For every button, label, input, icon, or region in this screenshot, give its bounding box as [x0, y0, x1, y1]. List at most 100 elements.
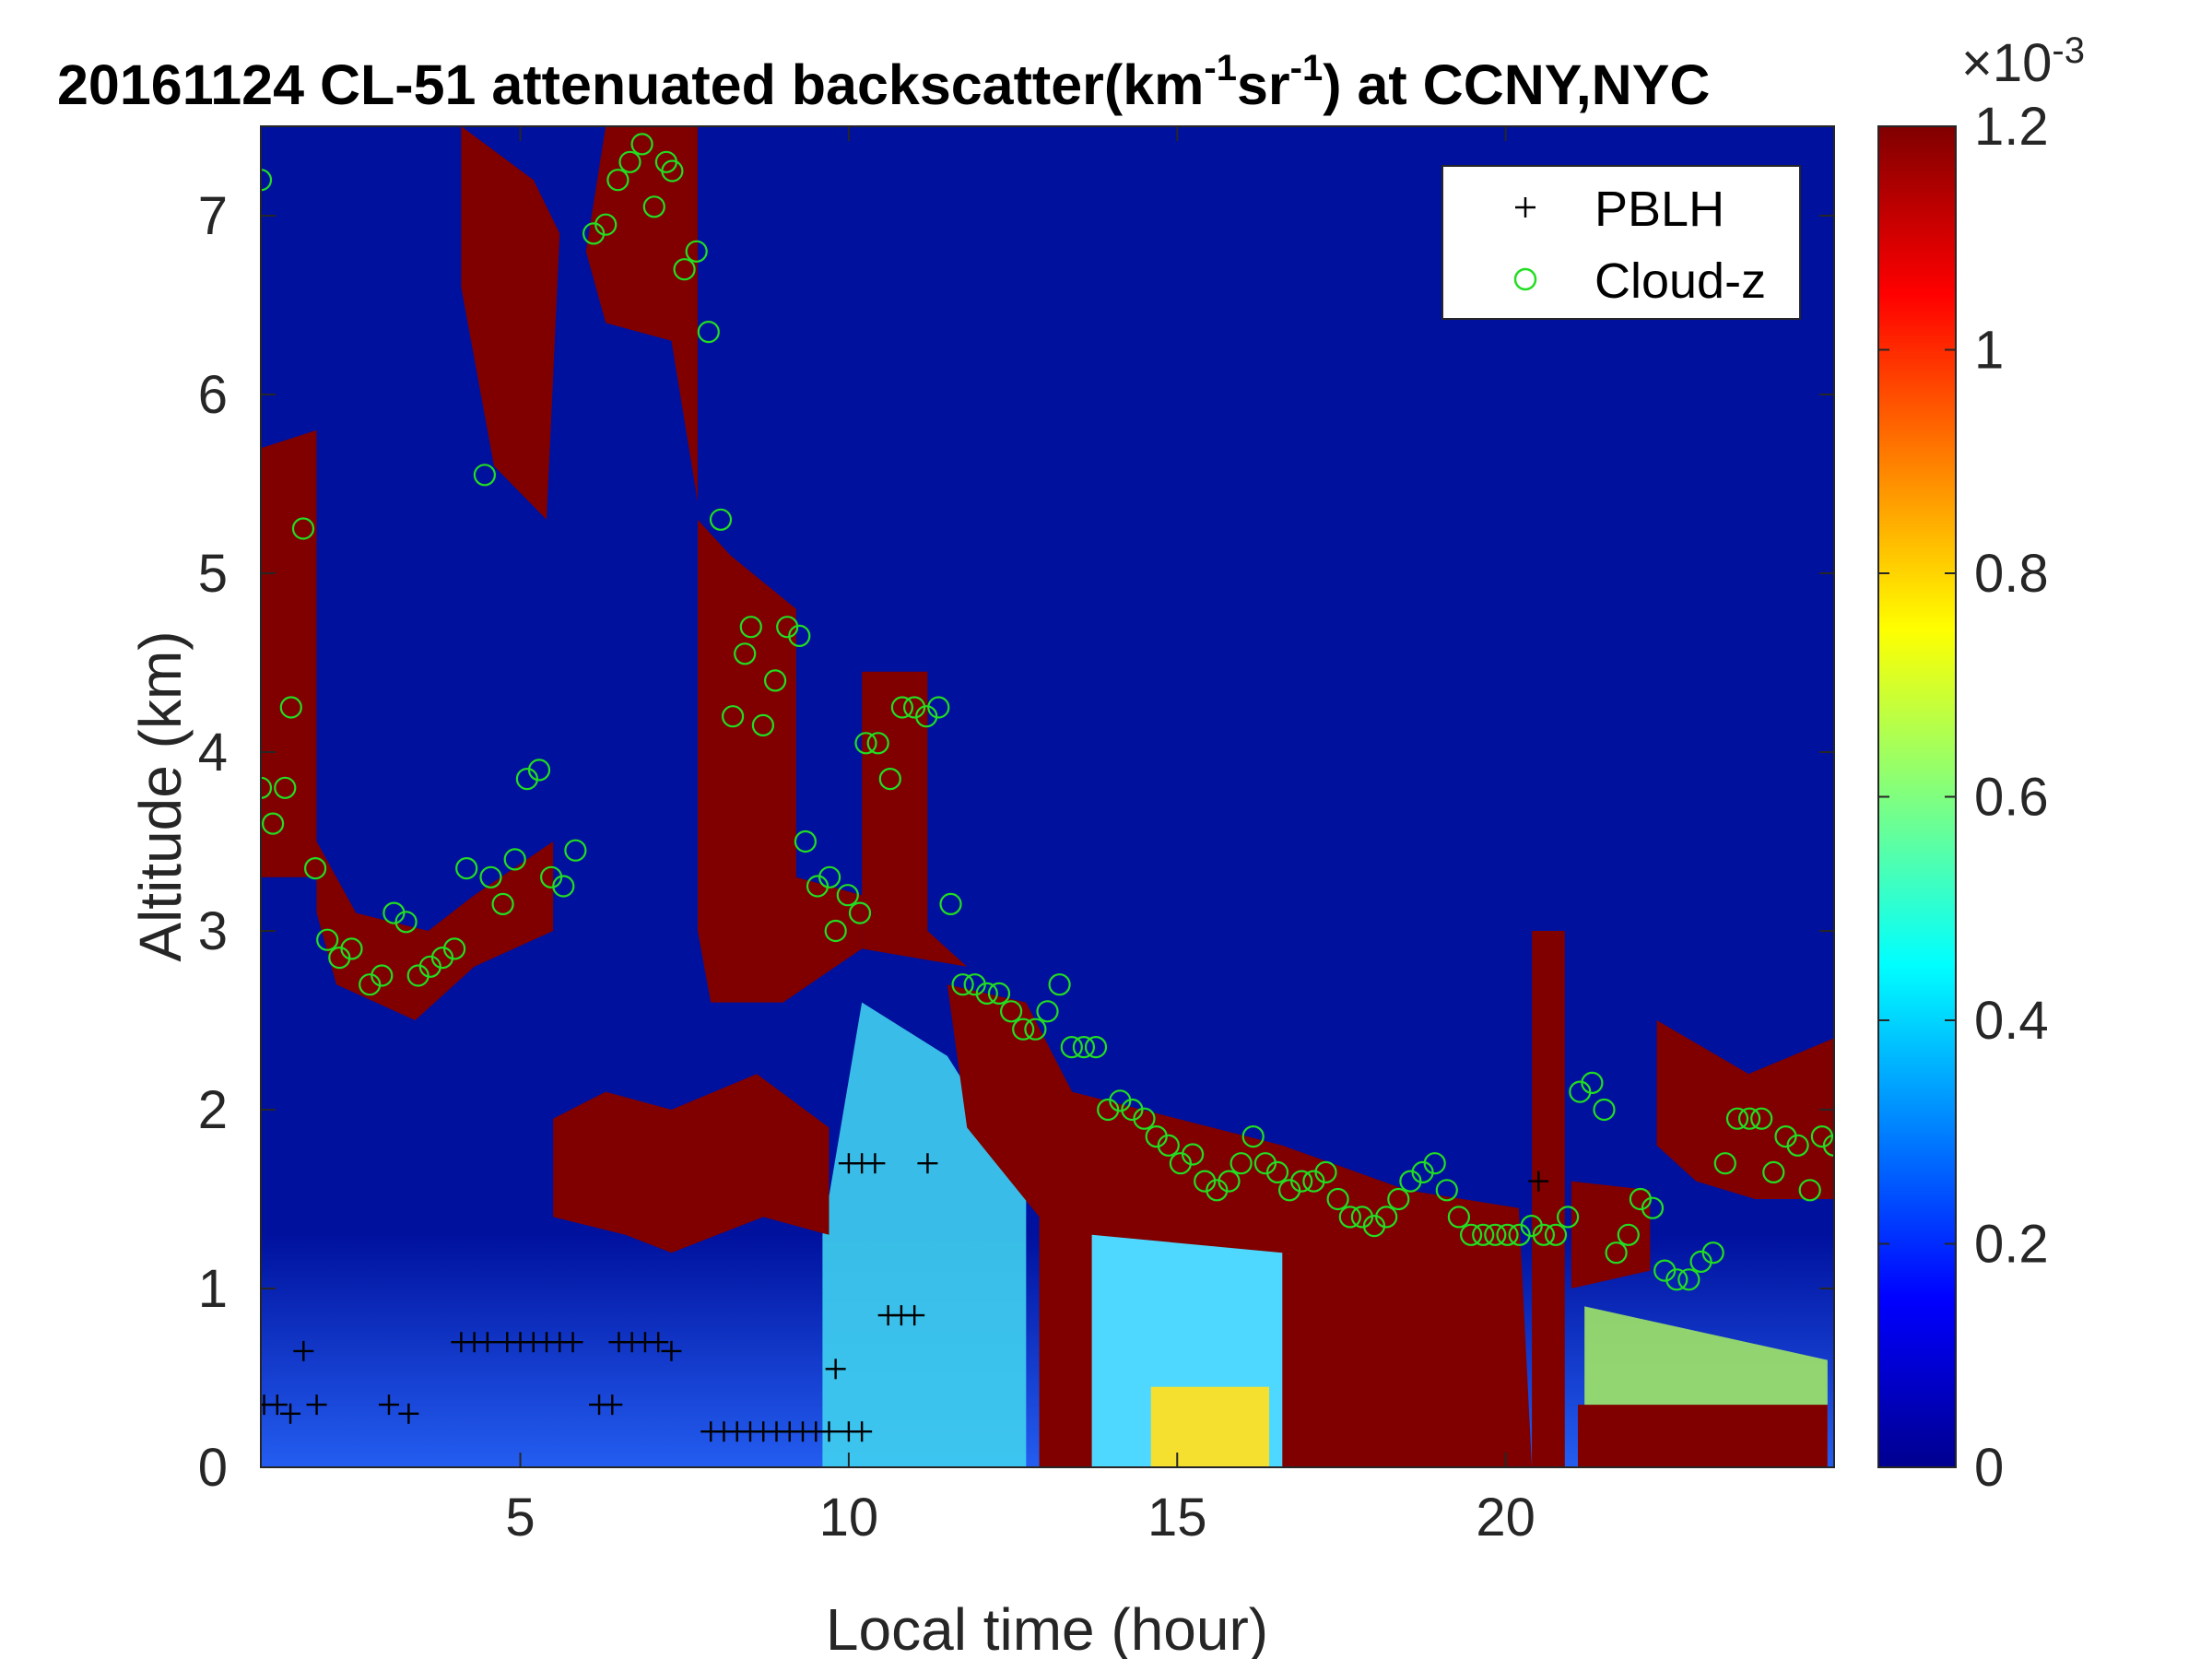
cloud-z-point [394, 911, 418, 934]
y-axis-label: Altitude (km) [127, 630, 194, 961]
cloud-z-point [866, 732, 889, 755]
cloud-z-point [1133, 1107, 1156, 1130]
cloud-z-point [1605, 1241, 1628, 1265]
pblh-point [661, 1340, 682, 1361]
cloud-z-point [1750, 1107, 1773, 1130]
legend-cloudz-marker [1513, 267, 1537, 291]
pblh-point [648, 1332, 669, 1353]
cloud-z-point [1665, 1268, 1688, 1291]
cloud-z-point [1290, 1170, 1313, 1193]
cloud-z-point [1581, 1071, 1604, 1095]
cloud-region [1578, 1405, 1828, 1467]
cloud-z-point [455, 856, 478, 880]
cloud-z-point [878, 767, 901, 791]
pblh-point [825, 1359, 846, 1380]
cloud-z-point [1786, 1134, 1809, 1157]
pblh-point [280, 1403, 301, 1424]
cloud-z-point [1314, 1160, 1337, 1184]
cloud-z-point [1472, 1223, 1495, 1246]
legend-cloudz-label: Cloud-z [1594, 253, 1766, 309]
cloud-z-point [751, 713, 775, 737]
cloud-z-point [1241, 1124, 1265, 1148]
colorbar-tick-label: 0 [1974, 1438, 2004, 1498]
cloud-region [553, 1074, 830, 1253]
cloud-z-point [734, 642, 757, 665]
title-part-3: ) at CCNY,NYC [1323, 53, 1710, 116]
cloud-z-point [987, 982, 1011, 1006]
colorbar-gradient [1877, 125, 1957, 1468]
cloud-z-point [890, 696, 914, 719]
y-tick-label: 7 [198, 186, 228, 246]
cloud-z-point [527, 759, 551, 782]
x-axis-label: Local time (hour) [826, 1596, 1268, 1659]
cloud-z-point [473, 464, 497, 487]
cloud-z-point [274, 776, 297, 799]
cloud-z-point [261, 776, 273, 799]
cloud-region [1532, 931, 1565, 1467]
x-tick-label: 10 [819, 1488, 879, 1547]
cloud-z-point [564, 839, 587, 862]
cloud-z-point [1036, 1000, 1059, 1023]
cloud-z-point [1230, 1152, 1253, 1175]
y-tick-label: 2 [198, 1080, 228, 1140]
cloud-z-point [1484, 1223, 1507, 1246]
pblh-point [1528, 1171, 1549, 1192]
cloud-z-point [975, 982, 998, 1006]
cloud-z-point [836, 884, 859, 907]
cloud-z-point [1375, 1206, 1398, 1229]
cloud-z-point [1822, 1134, 1834, 1157]
cloud-z-point [951, 973, 974, 996]
pblh-point [477, 1332, 498, 1353]
aerosol-dense-layer [1150, 1386, 1270, 1467]
colorbar-tick-label: 0.6 [1974, 768, 2049, 828]
cloud-z-point [1532, 1223, 1556, 1246]
cloud-z-point [279, 696, 302, 719]
cloud-z-point [1387, 1187, 1410, 1211]
cloud-z-point [479, 865, 502, 888]
pblh-point [602, 1394, 623, 1416]
plot-area [261, 126, 1834, 1467]
cloud-z-point [630, 133, 653, 156]
plot-frame [260, 125, 1835, 1468]
cloud-z-point [340, 937, 363, 960]
cloud-z-point [1423, 1152, 1446, 1175]
cloud-z-point [594, 213, 618, 236]
colorbar-ticks: 0 0.2 0.4 0.6 0.8 1 1.2 [1878, 97, 2049, 1498]
cloud-z-point [371, 964, 394, 987]
cloud-z-point [1496, 1223, 1519, 1246]
cloud-z-point [854, 732, 877, 755]
cloud-z-point [606, 169, 629, 192]
cloud-z-point [1701, 1241, 1724, 1265]
cloud-z-point [661, 159, 684, 182]
cloud-z-point [1218, 1170, 1241, 1193]
cloud-z-point [1798, 1179, 1821, 1202]
cloud-z-point [927, 696, 950, 719]
x-tick-label: 20 [1476, 1488, 1535, 1547]
cloud-z-point [739, 616, 762, 639]
cloud-z-point [1084, 1035, 1108, 1059]
marker-layer [261, 133, 1834, 1442]
cloud-z-point [673, 258, 696, 281]
cloud-z-point [1157, 1134, 1180, 1157]
cloud-z-point [788, 624, 811, 648]
cloud-z-point [1725, 1107, 1749, 1130]
pblh-point [266, 1394, 288, 1416]
cloud-region [261, 429, 317, 877]
cloud-z-point [642, 195, 665, 218]
cloud-z-point [1435, 1179, 1458, 1202]
pblh-point [904, 1305, 925, 1326]
cloud-z-point [552, 875, 575, 898]
legend-pblh-marker [1515, 197, 1535, 218]
y-tick-label: 3 [198, 901, 228, 961]
legend-box [1441, 165, 1801, 320]
cloud-z-point [824, 919, 847, 943]
colorbar-tick-label: 0.4 [1974, 991, 2049, 1051]
title-part-1: 20161124 CL-51 attenuated backscatter(km [57, 53, 1204, 116]
cloud-z-point [1012, 1018, 1035, 1041]
cloud-z-point [1737, 1107, 1761, 1130]
pblh-point [398, 1403, 419, 1424]
cloud-z-point [443, 937, 466, 960]
cloud-z-point [1677, 1268, 1700, 1291]
title-sup-2: -1 [1290, 48, 1324, 88]
